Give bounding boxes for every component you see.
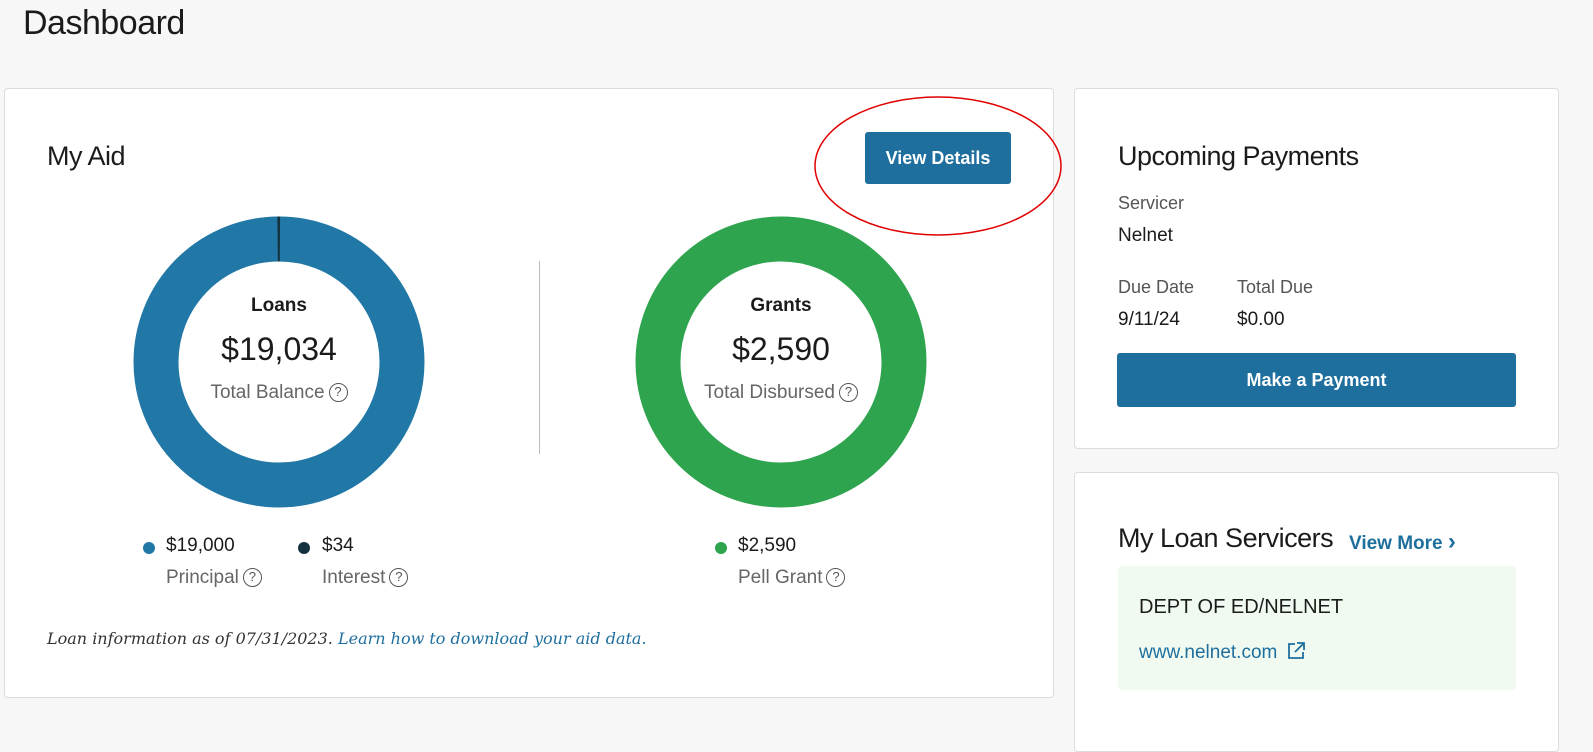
servicer-label: Servicer [1118,193,1185,213]
grants-title: Grants [750,295,812,316]
loans-title: Loans [251,295,307,316]
grants-summary: Grants $2,590 Total Disbursed? [661,295,901,404]
loans-summary: Loans $19,034 Total Balance? [159,295,399,404]
page-title: Dashboard [23,4,185,42]
external-link-icon [1287,642,1305,659]
divider [539,261,540,454]
servicer-url: www.nelnet.com [1139,642,1278,663]
principal-label: Principal [166,567,239,588]
servicer-name: DEPT OF ED/NELNET [1139,596,1344,618]
make-payment-button[interactable]: Make a Payment [1117,353,1516,407]
grants-pell-segment [635,216,927,508]
upcoming-payments-card: Upcoming Payments Servicer Nelnet Due Da… [1074,88,1559,449]
loans-amount: $19,034 [221,331,337,367]
loans-interest-segment [133,216,425,508]
total-due-label: Total Due [1237,277,1314,297]
help-icon[interactable]: ? [389,568,409,588]
my-aid-card: My Aid View Details Loans $19,034 Total … [4,88,1054,698]
my-aid-title: My Aid [47,141,126,171]
pell-label: Pell Grant [738,567,823,588]
view-more-label: View More [1349,533,1443,554]
pell-value: $2,590 [738,535,797,556]
loans-caption: Total Balance [210,382,325,403]
grants-amount: $2,590 [732,331,830,367]
servicers-title: My Loan Servicers [1118,523,1334,553]
grants-caption: Total Disbursed [704,382,835,403]
pell-dot [715,542,727,554]
due-date-value: 9/11/24 [1118,309,1180,330]
grants-donut [635,216,927,508]
interest-value: $34 [322,535,354,556]
download-aid-data-link[interactable]: Learn how to download your aid data. [337,629,647,648]
help-icon[interactable]: ? [328,383,348,403]
footnote: Loan information as of 07/31/2023. [47,629,333,648]
total-due-value: $0.00 [1237,309,1285,330]
annotation-circle [814,96,1062,236]
help-icon[interactable]: ? [826,568,846,588]
principal-value: $19,000 [166,535,235,556]
due-date-label: Due Date [1118,277,1195,297]
loan-servicers-card: My Loan Servicers View More › DEPT OF ED… [1074,472,1559,752]
help-icon[interactable]: ? [242,568,262,588]
upcoming-title: Upcoming Payments [1118,141,1359,171]
interest-dot [298,542,310,554]
loans-donut [133,216,425,508]
servicer-url-link[interactable]: www.nelnet.com [1139,641,1306,664]
help-icon[interactable]: ? [838,383,858,403]
interest-label: Interest [322,567,386,588]
principal-dot [143,542,155,554]
view-details-button[interactable]: View Details [865,132,1011,184]
servicer-value: Nelnet [1118,225,1173,246]
chevron-right-icon: › [1447,528,1456,555]
view-more-link[interactable]: View More › [1349,528,1456,556]
servicer-item: DEPT OF ED/NELNET www.nelnet.com [1118,566,1516,690]
